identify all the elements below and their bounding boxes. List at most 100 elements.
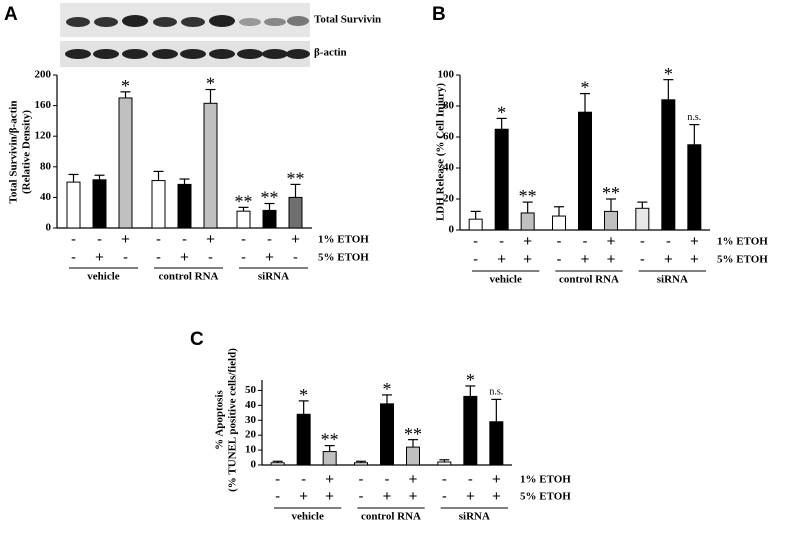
treatment-sign: -	[499, 233, 504, 250]
panel-letter: A	[4, 4, 18, 25]
treatment-sign: +	[523, 233, 532, 250]
bar	[578, 111, 592, 231]
treatment-sign: -	[208, 249, 213, 266]
y-axis-label: Total Survivin/β-actin	[8, 101, 20, 204]
annotation: *	[206, 74, 215, 94]
blot-label: Total Survivin	[314, 14, 381, 26]
bar	[296, 413, 311, 466]
bar	[118, 97, 133, 229]
treatment-sign: +	[581, 251, 590, 268]
bar	[635, 207, 650, 231]
group-label: vehicle	[87, 271, 119, 283]
group-label: control RNA	[559, 274, 619, 286]
treatment-sign: +	[466, 488, 475, 505]
treatment-sign: +	[299, 488, 308, 505]
y-tick-label: 20	[443, 193, 455, 205]
bar	[236, 210, 251, 229]
treatment-sign: +	[383, 488, 392, 505]
treatment-sign: -	[275, 488, 280, 505]
treatment-sign: +	[690, 233, 699, 250]
bar	[177, 183, 192, 229]
bar	[92, 179, 107, 229]
bar	[468, 218, 483, 231]
annotation: *	[466, 370, 475, 390]
group-label: vehicle	[291, 511, 323, 523]
treatment-sign: +	[95, 249, 104, 266]
group-label: vehicle	[489, 274, 521, 286]
treatment-sign: -	[666, 233, 671, 250]
treatment-sign: -	[293, 249, 298, 266]
treatment-sign: +	[492, 471, 501, 488]
treatment-sign: -	[182, 231, 187, 248]
y-axis-label: (% TUNEL positive cells/field)	[227, 348, 239, 492]
panel-letter: B	[432, 4, 446, 25]
treatment-sign: +	[409, 471, 418, 488]
treatment-label: 1% ETOH	[717, 236, 768, 248]
bar	[151, 180, 166, 229]
y-tick-label: 60	[443, 131, 455, 143]
treatment-sign: +	[664, 251, 673, 268]
treatment-sign: +	[492, 488, 501, 505]
treatment-sign: -	[97, 231, 102, 248]
bar	[406, 446, 420, 466]
y-tick-label: 40	[245, 399, 257, 411]
annotation: **	[321, 430, 339, 450]
bar	[661, 99, 676, 231]
treatment-sign: +	[497, 251, 506, 268]
treatment-sign: -	[359, 471, 364, 488]
bar	[520, 212, 535, 231]
treatment-sign: -	[583, 233, 588, 250]
group-label: siRNA	[657, 274, 688, 286]
annotation: *	[121, 76, 130, 96]
treatment-sign: -	[640, 251, 645, 268]
treatment-label: 5% ETOH	[717, 254, 768, 266]
annotation: *	[299, 385, 308, 405]
annotation: *	[664, 64, 673, 84]
treatment-sign: -	[473, 233, 478, 250]
treatment-sign: +	[206, 231, 215, 248]
treatment-sign: +	[607, 233, 616, 250]
bar	[687, 144, 702, 231]
treatment-sign: -	[640, 233, 645, 250]
y-axis-label: (Relative Density)	[21, 110, 33, 194]
annotation: **	[235, 191, 253, 211]
y-tick-label: 30	[245, 414, 257, 426]
treatment-sign: -	[442, 488, 447, 505]
panel-letter: C	[190, 329, 204, 350]
treatment-sign: -	[71, 231, 76, 248]
treatment-sign: -	[557, 251, 562, 268]
annotation: **	[287, 169, 305, 189]
treatment-sign: -	[241, 249, 246, 266]
annotation: **	[519, 186, 537, 206]
treatment-sign: -	[442, 471, 447, 488]
treatment-label: 1% ETOH	[520, 474, 571, 486]
treatment-sign: +	[265, 249, 274, 266]
western-blot: Total Survivin β-actin	[60, 3, 381, 67]
y-axis-label: % Apoptosis	[214, 389, 226, 449]
treatment-sign: -	[385, 471, 390, 488]
group-label: siRNA	[258, 271, 289, 283]
treatment-sign: +	[607, 251, 616, 268]
annotation: **	[261, 188, 279, 208]
y-tick-label: 0	[251, 459, 257, 471]
bar	[354, 462, 368, 466]
treatment-sign: +	[121, 231, 130, 248]
bar	[322, 451, 337, 466]
y-tick-label: 40	[443, 162, 455, 174]
bar	[270, 462, 285, 466]
treatment-sign: -	[275, 471, 280, 488]
annotation: *	[383, 379, 392, 399]
bar	[494, 128, 509, 231]
treatment-sign: +	[409, 488, 418, 505]
y-tick-label: 10	[245, 444, 257, 456]
treatment-label: 1% ETOH	[318, 234, 369, 246]
y-tick-label: 40	[40, 191, 52, 203]
y-tick-label: 50	[245, 384, 257, 396]
annotation: *	[581, 78, 590, 98]
treatment-sign: -	[71, 249, 76, 266]
blot-label: β-actin	[314, 47, 347, 59]
annotation: *	[497, 103, 506, 123]
bar	[463, 395, 478, 466]
bar	[203, 102, 218, 229]
